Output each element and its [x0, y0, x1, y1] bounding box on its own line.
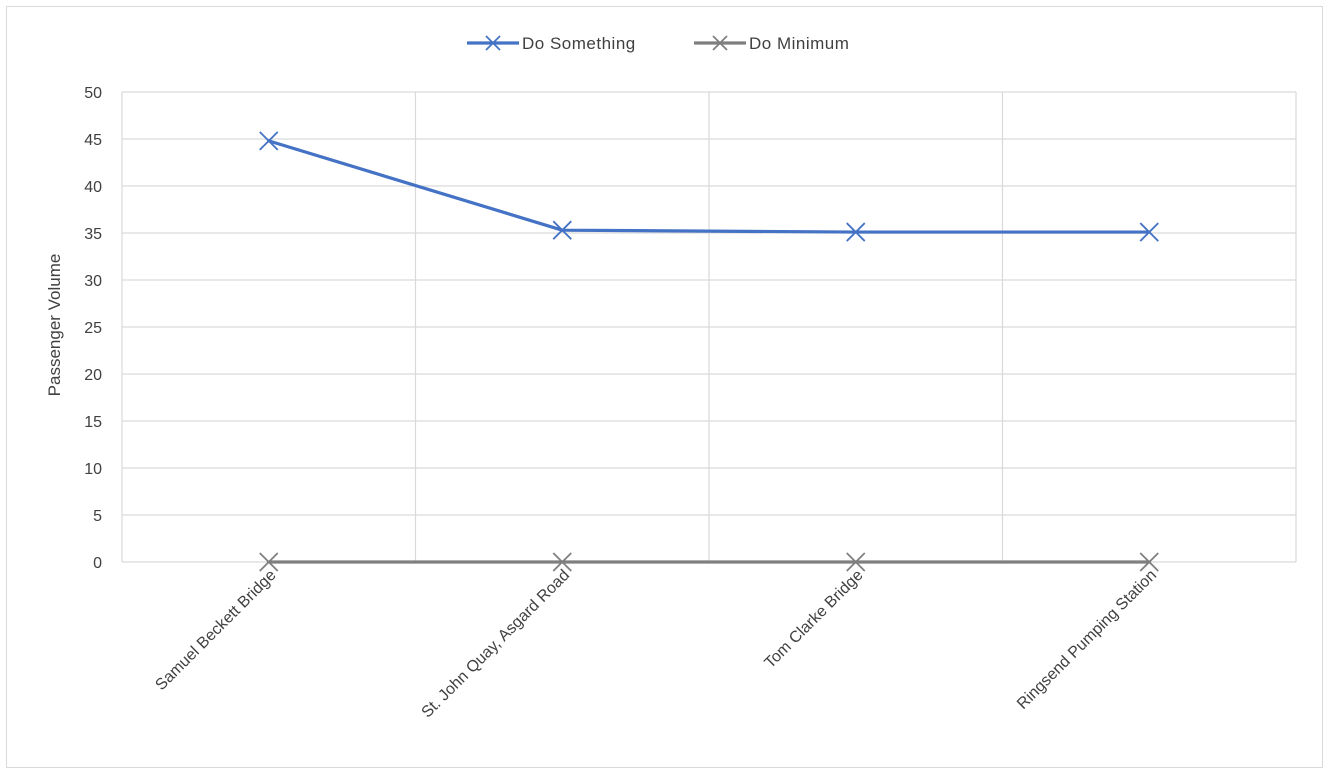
y-tick-label: 35: [84, 226, 102, 243]
x-tick-label: St. John Quay, Asgard Road: [418, 567, 573, 722]
chart-area: [6, 6, 1323, 768]
y-tick-label: 30: [84, 273, 102, 290]
y-tick-label: 5: [93, 508, 102, 525]
x-tick-label: Ringsend Pumping Station: [1014, 567, 1160, 713]
y-tick-label: 25: [84, 320, 102, 337]
data-point: [259, 552, 279, 572]
y-tick-label: 10: [84, 461, 102, 478]
legend: Do Something Do Minimum: [467, 34, 849, 53]
legend-item: Do Minimum: [694, 34, 849, 53]
legend-label: Do Minimum: [749, 34, 849, 53]
data-point: [552, 552, 572, 572]
data-point: [1139, 222, 1159, 242]
gridlines: [121, 91, 1297, 563]
series-line: [267, 139, 1151, 234]
y-tick-label: 50: [84, 85, 102, 102]
x-axis-ticks: Samuel Beckett Bridge St. John Quay, Asga…: [152, 567, 1160, 722]
data-point: [552, 220, 572, 240]
data-point: [1139, 552, 1159, 572]
y-tick-label: 40: [84, 179, 102, 196]
y-tick-label: 15: [84, 414, 102, 431]
series-0: [259, 131, 1159, 242]
y-axis-ticks: 0 5 10 15 20 25 30 35 40 45 50: [84, 85, 102, 572]
series-1: [259, 552, 1159, 572]
y-tick-label: 20: [84, 367, 102, 384]
legend-item: Do Something: [467, 34, 636, 53]
y-tick-label: 0: [93, 555, 102, 572]
x-tick-label: Samuel Beckett Bridge: [152, 567, 279, 694]
legend-label: Do Something: [522, 34, 636, 53]
x-tick-label: Tom Clarke Bridge: [761, 567, 866, 672]
y-tick-label: 45: [84, 132, 102, 149]
data-point: [259, 131, 279, 151]
data-point: [846, 552, 866, 572]
y-axis-title: Passenger Volume: [45, 254, 64, 397]
series: [259, 131, 1159, 572]
data-point: [846, 222, 866, 242]
